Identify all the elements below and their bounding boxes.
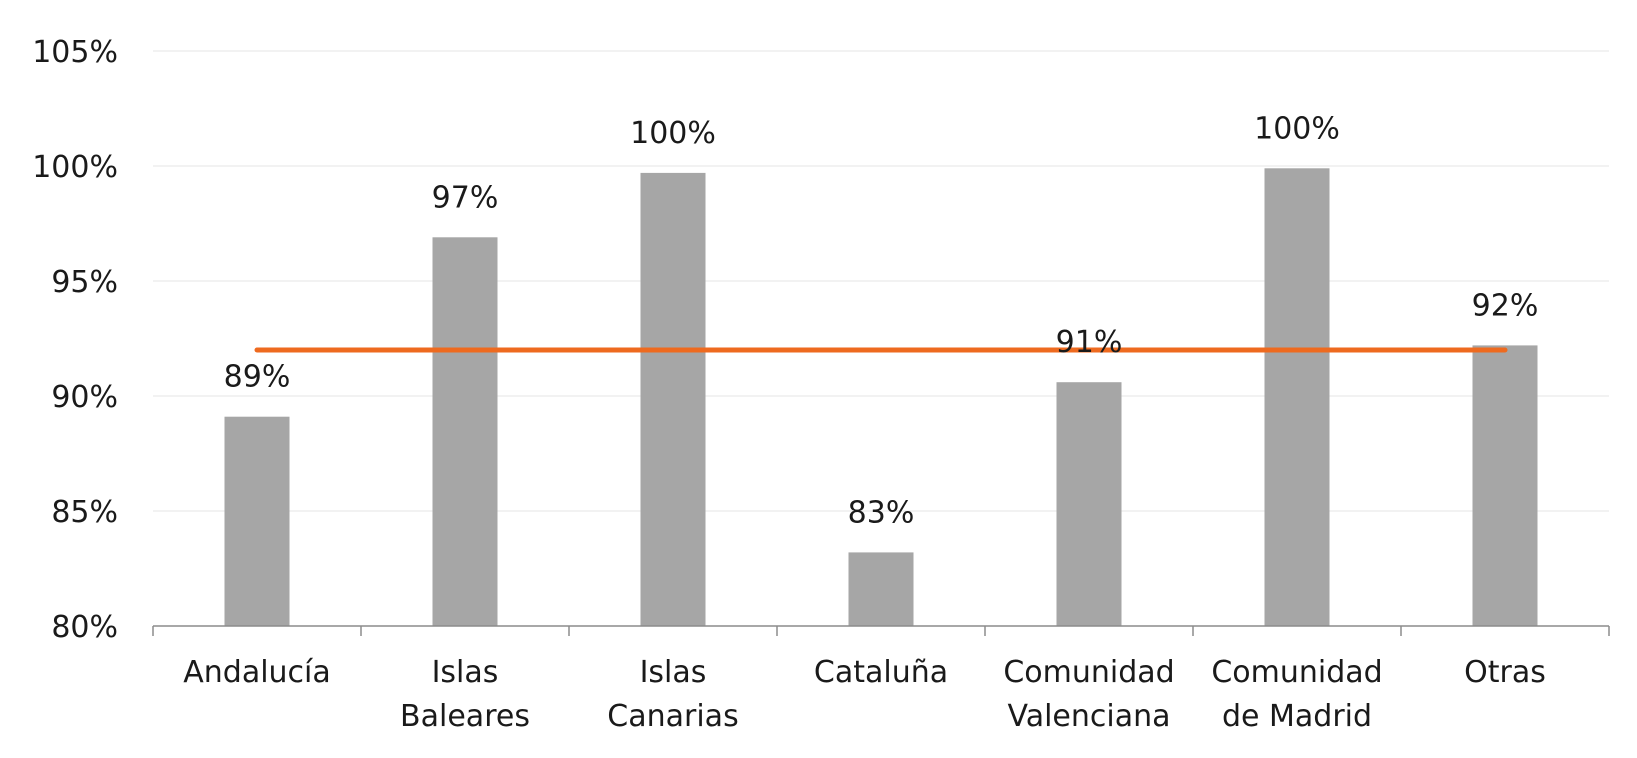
- x-tick-label-line: Otras: [1464, 655, 1546, 690]
- x-tick-label-line: Canarias: [607, 699, 738, 734]
- data-label: 97%: [432, 180, 499, 215]
- data-label: 100%: [630, 116, 716, 151]
- x-tick-label-line: Cataluña: [814, 655, 948, 690]
- x-tick-label: Comunidad de Madrid: [1211, 655, 1382, 734]
- bar: [1472, 345, 1538, 626]
- y-tick-label: 90%: [51, 380, 118, 415]
- x-tick-label: Otras: [1464, 655, 1546, 690]
- data-label: 83%: [848, 495, 915, 530]
- bars: [224, 168, 1538, 627]
- y-tick-label: 85%: [51, 495, 118, 530]
- x-tick-label-line: Islas: [640, 655, 707, 690]
- x-axis: [152, 625, 1610, 636]
- data-label: 89%: [224, 360, 291, 395]
- y-tick-label: 105%: [32, 35, 118, 70]
- bar: [1264, 168, 1330, 627]
- x-tick-label: Cataluña: [814, 655, 948, 690]
- x-tick-label-line: Comunidad: [1003, 655, 1174, 690]
- y-tick-label: 80%: [51, 610, 118, 645]
- y-axis-tick-labels: 80% 85% 90% 95% 100% 105%: [32, 35, 118, 645]
- bar: [432, 237, 498, 627]
- data-labels: 89% 97% 100% 83% 91% 100% 92%: [224, 111, 1539, 530]
- x-axis-category-labels: Andalucía Islas Baleares Islas Canarias Catal…: [183, 655, 1546, 734]
- x-tick-label-line: Andalucía: [183, 655, 331, 690]
- x-tick-label: Comunidad Valenciana: [1003, 655, 1174, 734]
- x-tick-label: Islas Canarias: [607, 655, 738, 734]
- x-tick-label-line: de Madrid: [1222, 699, 1372, 734]
- bar: [224, 416, 290, 626]
- data-label: 92%: [1472, 288, 1539, 323]
- y-tick-label: 95%: [51, 265, 118, 300]
- x-tick-label-line: Baleares: [400, 699, 530, 734]
- bar: [848, 552, 914, 626]
- x-tick-label-line: Valenciana: [1008, 699, 1171, 734]
- data-label: 91%: [1056, 325, 1123, 360]
- bar: [1056, 382, 1122, 626]
- y-tick-label: 100%: [32, 150, 118, 185]
- gridlines: [153, 50, 1609, 512]
- x-tick-label: Andalucía: [183, 655, 331, 690]
- x-tick-label-line: Islas: [432, 655, 499, 690]
- bar: [640, 172, 706, 626]
- x-tick-label: Islas Baleares: [400, 655, 530, 734]
- data-label: 100%: [1254, 111, 1340, 146]
- x-tick-label-line: Comunidad: [1211, 655, 1382, 690]
